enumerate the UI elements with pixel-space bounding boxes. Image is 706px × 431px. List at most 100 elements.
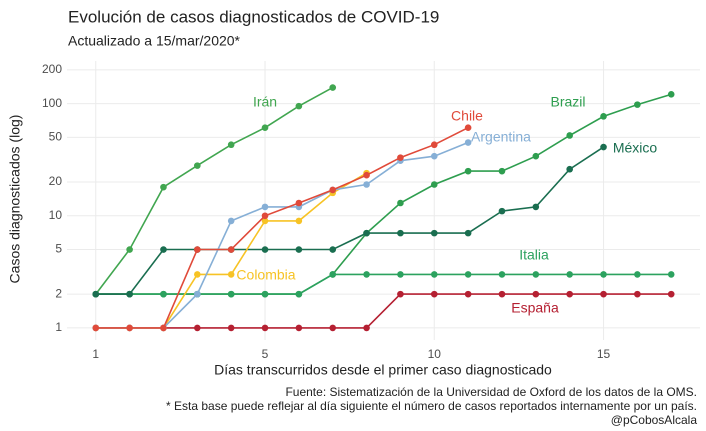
series-line bbox=[95, 293, 672, 329]
data-point bbox=[92, 324, 100, 332]
data-point bbox=[227, 324, 235, 332]
data-point bbox=[160, 324, 167, 332]
data-point bbox=[532, 203, 540, 211]
series-line bbox=[95, 86, 334, 295]
data-point bbox=[667, 271, 675, 278]
series-label: Chile bbox=[451, 108, 483, 124]
data-point bbox=[295, 246, 303, 253]
data-point bbox=[498, 167, 506, 175]
data-point bbox=[160, 290, 167, 298]
data-point bbox=[600, 143, 607, 151]
data-point bbox=[363, 229, 370, 237]
data-point bbox=[498, 290, 506, 298]
data-point bbox=[464, 167, 472, 175]
data-point bbox=[126, 324, 133, 332]
data-point bbox=[261, 124, 269, 132]
data-point bbox=[194, 246, 201, 253]
data-point bbox=[397, 199, 404, 207]
series-label: Colombia bbox=[236, 267, 295, 283]
data-point bbox=[363, 171, 370, 179]
data-point bbox=[261, 203, 269, 211]
grid bbox=[67, 61, 700, 340]
y-tick-label: 20 bbox=[49, 174, 63, 188]
chart-title: Evolución de casos diagnosticados de COV… bbox=[68, 7, 439, 26]
y-tick-label: 200 bbox=[42, 62, 62, 76]
data-point bbox=[667, 290, 675, 298]
data-point bbox=[397, 154, 404, 161]
series-label: España bbox=[511, 300, 559, 316]
data-point bbox=[295, 102, 303, 110]
data-point bbox=[464, 229, 472, 237]
y-tick-label: 2 bbox=[55, 286, 62, 300]
data-point bbox=[566, 165, 573, 173]
data-point bbox=[160, 183, 167, 191]
data-point bbox=[194, 324, 201, 332]
data-point bbox=[261, 212, 269, 220]
caption: * Esta base puede reflejar al día siguie… bbox=[166, 399, 697, 413]
data-point bbox=[92, 290, 100, 298]
data-point bbox=[464, 124, 472, 132]
data-point bbox=[498, 271, 506, 278]
data-point bbox=[261, 246, 269, 253]
data-point bbox=[600, 271, 607, 278]
data-point bbox=[194, 290, 201, 298]
data-point bbox=[532, 271, 540, 278]
x-tick-label: 5 bbox=[262, 347, 269, 361]
data-point bbox=[600, 290, 607, 298]
series-line bbox=[95, 126, 469, 329]
y-tick-label: 50 bbox=[49, 130, 63, 144]
series-line bbox=[95, 93, 672, 295]
data-point bbox=[464, 139, 472, 146]
series-label: México bbox=[613, 140, 658, 156]
data-point bbox=[397, 290, 404, 298]
data-point bbox=[634, 271, 641, 278]
data-point bbox=[329, 84, 337, 91]
data-point bbox=[295, 217, 303, 225]
data-point bbox=[329, 246, 337, 253]
series-line bbox=[95, 141, 469, 329]
data-point bbox=[194, 162, 201, 169]
data-point bbox=[430, 271, 438, 278]
series-label: Irán bbox=[253, 94, 277, 110]
data-point bbox=[667, 91, 675, 98]
data-point bbox=[126, 246, 133, 253]
data-point bbox=[261, 324, 269, 332]
data-point bbox=[430, 181, 438, 188]
data-point bbox=[227, 290, 235, 298]
data-point bbox=[363, 181, 370, 188]
data-point bbox=[329, 186, 337, 194]
series-line bbox=[95, 146, 604, 295]
data-point bbox=[532, 290, 540, 298]
y-tick-label: 1 bbox=[55, 320, 62, 334]
data-point bbox=[464, 271, 472, 278]
series-label: Brazil bbox=[550, 94, 585, 110]
y-tick-label: 100 bbox=[42, 96, 62, 110]
series-line bbox=[95, 273, 672, 295]
data-point bbox=[160, 246, 167, 253]
caption: @pCobosAlcala bbox=[611, 413, 698, 427]
data-point bbox=[600, 113, 607, 120]
data-point bbox=[430, 229, 438, 237]
data-point bbox=[227, 271, 235, 278]
data-point bbox=[227, 141, 235, 149]
data-point bbox=[634, 290, 641, 298]
x-tick-label: 1 bbox=[92, 347, 99, 361]
data-point bbox=[194, 271, 201, 278]
data-point bbox=[295, 199, 303, 207]
data-point bbox=[430, 141, 438, 149]
caption: Fuente: Sistematización de la Universida… bbox=[285, 385, 697, 399]
data-point bbox=[430, 152, 438, 160]
data-point bbox=[227, 246, 235, 253]
data-point bbox=[498, 207, 506, 215]
data-point bbox=[566, 271, 573, 278]
data-point bbox=[430, 290, 438, 298]
y-axis-label: Casos diagnosticados (log) bbox=[7, 115, 23, 284]
data-point bbox=[532, 152, 540, 160]
data-point bbox=[295, 290, 303, 298]
data-point bbox=[329, 324, 337, 332]
data-point bbox=[295, 324, 303, 332]
series-label: Argentina bbox=[471, 129, 531, 145]
data-point bbox=[329, 271, 337, 278]
data-point bbox=[261, 217, 269, 225]
